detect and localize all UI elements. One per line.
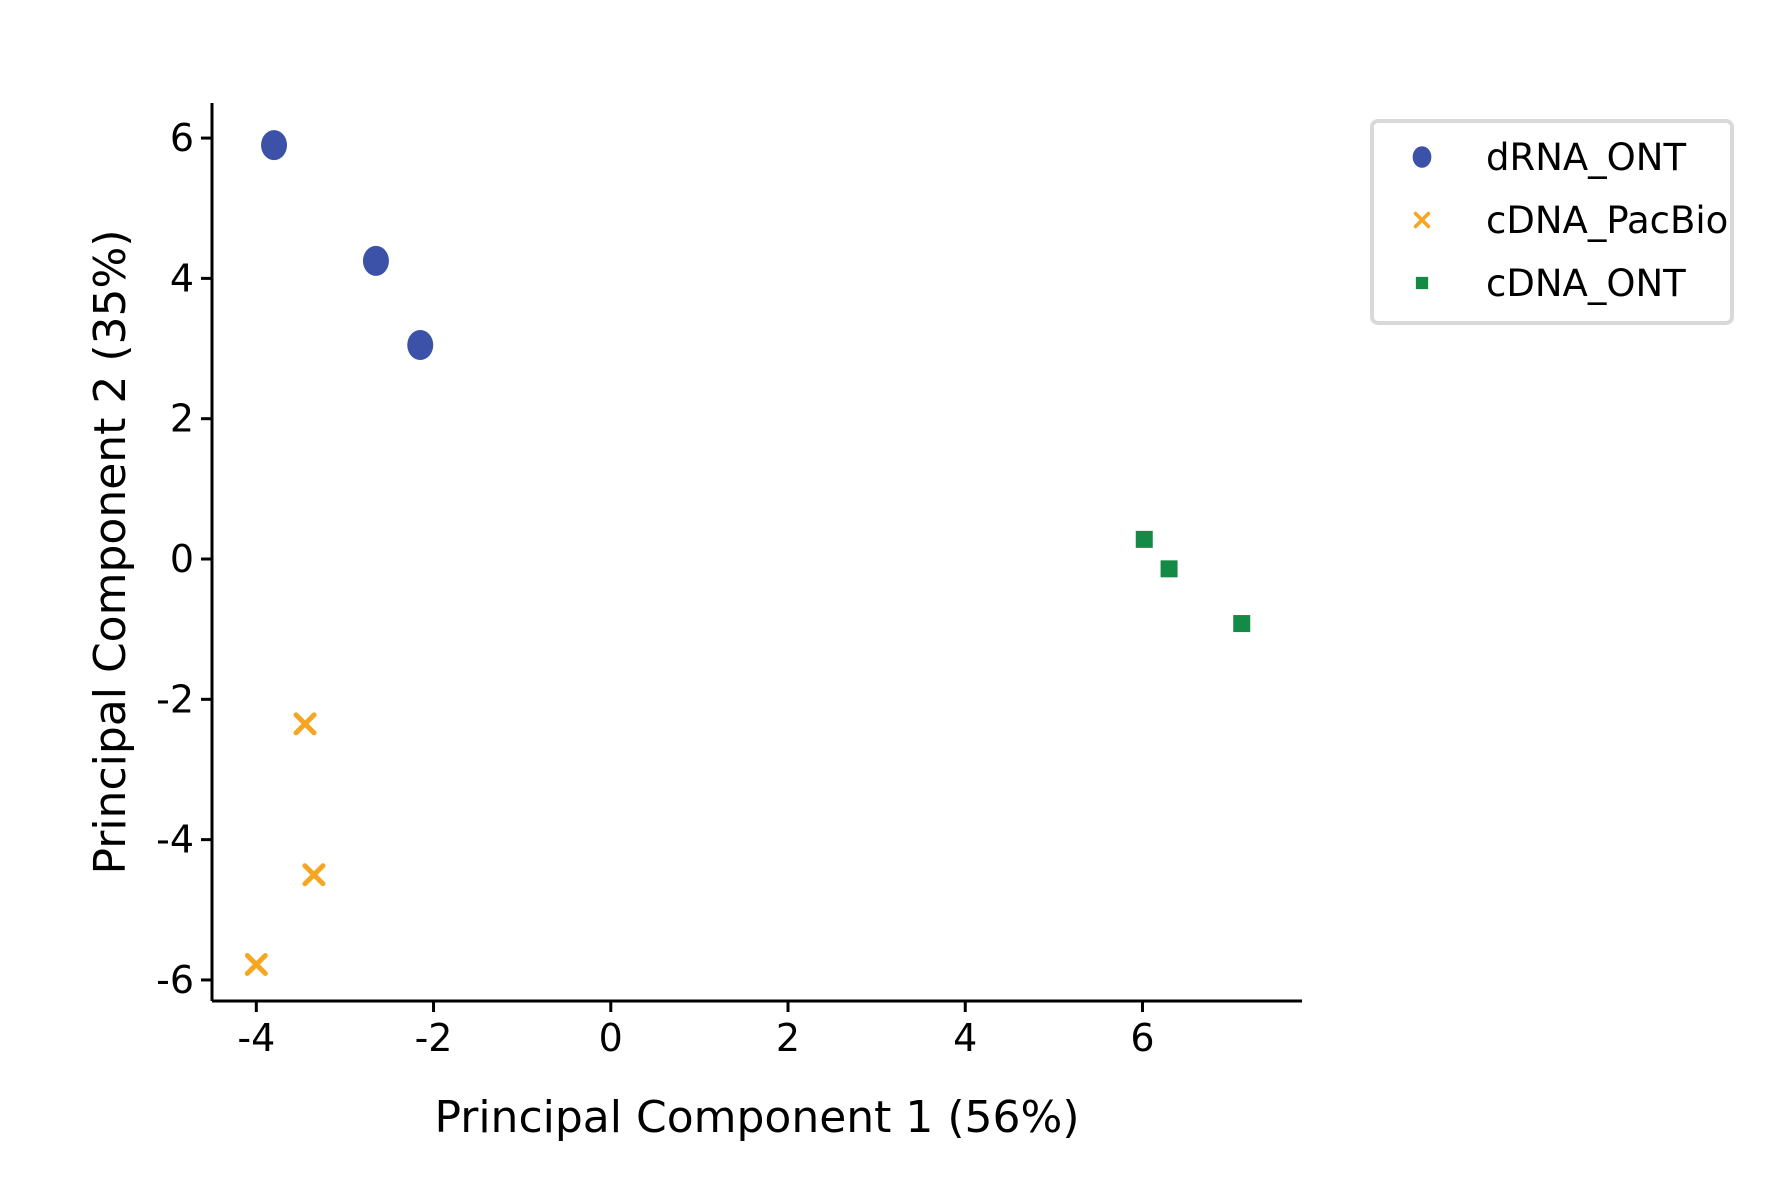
x-tick-label: 6 — [1130, 1016, 1154, 1060]
point-cdna-ont — [1233, 615, 1251, 633]
legend-label-cdna-ont: cDNA_ONT — [1486, 262, 1686, 305]
y-tick-label: 2 — [170, 397, 194, 441]
point-cdna-ont — [1135, 530, 1153, 548]
legend-marker-cdna-ont — [1415, 276, 1429, 290]
point-drna-ont — [261, 130, 288, 161]
y-tick-label: 4 — [170, 256, 194, 300]
point-cdna-pacbio — [244, 953, 268, 977]
legend-marker-drna-ont — [1412, 146, 1432, 168]
y-tick-label: -6 — [156, 958, 194, 1002]
legend-frame — [1370, 119, 1734, 325]
x-tick-label: -2 — [415, 1016, 453, 1060]
x-tick-label: 4 — [953, 1016, 977, 1060]
x-axis-ticks: -4 -2 0 2 4 6 — [237, 1001, 1155, 1060]
point-drna-ont — [362, 245, 389, 276]
x-tick-label: -4 — [237, 1016, 275, 1060]
y-tick-label: -4 — [156, 818, 194, 862]
x-tick-label: 0 — [599, 1016, 623, 1060]
y-axis-title: Principal Component 2 (35%) — [85, 229, 136, 874]
x-axis-title: Principal Component 1 (56%) — [434, 1092, 1079, 1143]
axes — [210, 103, 1302, 1003]
point-cdna-pacbio — [302, 863, 326, 887]
y-tick-label: -2 — [156, 677, 194, 721]
markers-layer — [244, 130, 1251, 977]
point-drna-ont — [407, 330, 434, 361]
y-tick-label: 6 — [170, 116, 194, 160]
y-tick-label: 0 — [170, 537, 194, 581]
point-cdna-ont — [1160, 560, 1178, 578]
legend-label-cdna-pacbio: cDNA_PacBio — [1486, 199, 1728, 242]
point-cdna-pacbio — [293, 712, 317, 736]
x-tick-label: 2 — [776, 1016, 800, 1060]
legend: dRNA_ONT cDNA_PacBio cDNA_ONT — [1370, 119, 1734, 325]
legend-marker-cdna-pacbio — [1413, 211, 1431, 229]
y-axis-ticks: -6 -4 -2 0 2 4 6 — [156, 116, 212, 1002]
legend-label-drna-ont: dRNA_ONT — [1486, 136, 1686, 179]
